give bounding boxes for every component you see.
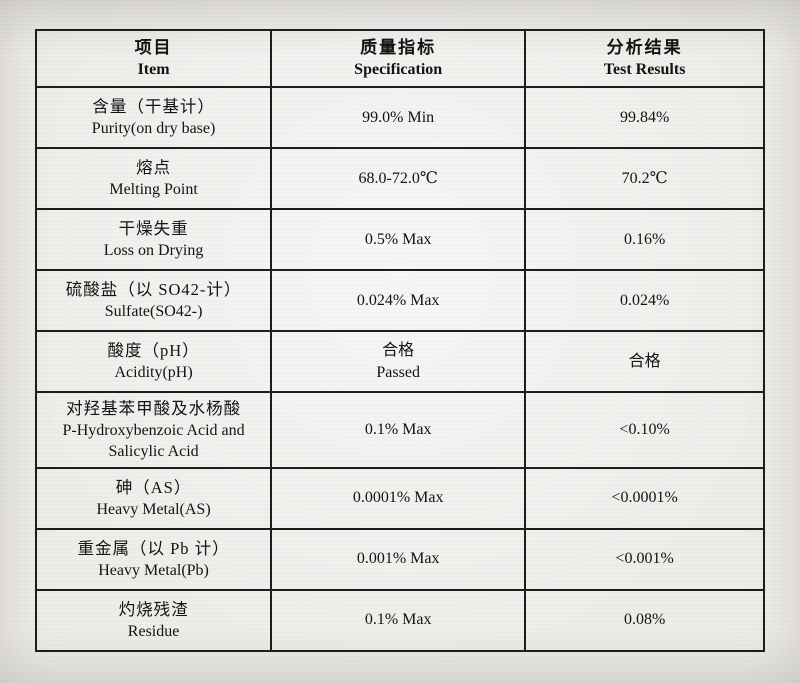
item-name-zh: 对羟基苯甲酸及水杨酸 <box>66 399 242 418</box>
item-name-zh: 硫酸盐（以 SO42-计） <box>65 280 242 300</box>
table-row: 对羟基苯甲酸及水杨酸 P-Hydroxybenzoic Acid and Sal… <box>34 391 765 469</box>
table-row: 砷（AS） Heavy Metal(AS) 0.0001% Max <0.000… <box>34 466 765 530</box>
item-name-en: Heavy Metal(Pb) <box>98 561 209 579</box>
item-name-en: Purity(on dry base) <box>91 120 216 138</box>
result-cell: 70.2℃ <box>524 147 765 210</box>
spec-value: 合格 <box>382 341 415 359</box>
table-row: 干燥失重 Loss on Drying 0.5% Max 0.16% <box>34 208 765 271</box>
result-value: 99.84% <box>619 108 670 126</box>
result-value: 0.16% <box>623 230 666 248</box>
spec-value: 0.5% Max <box>364 230 432 248</box>
spec-cell: 0.0001% Max <box>270 466 527 530</box>
item-name-en: Loss on Drying <box>103 242 204 260</box>
item-name-zh: 重金属（以 Pb 计） <box>77 538 230 558</box>
table-row: 硫酸盐（以 SO42-计） Sulfate(SO42-) 0.024% Max … <box>34 269 765 332</box>
spec-cell: 0.024% Max <box>270 269 527 332</box>
header-item-en: Item <box>137 60 170 78</box>
header-spec-en: Specification <box>354 60 443 78</box>
item-name-en: Residue <box>127 622 180 640</box>
result-value: 合格 <box>628 352 661 370</box>
spec-value: 0.0001% Max <box>352 489 444 507</box>
spec-cell: 0.1% Max <box>270 391 527 469</box>
item-name-zh: 干燥失重 <box>118 219 189 239</box>
spec-cell: 0.1% Max <box>270 588 527 652</box>
header-results-en: Test Results <box>603 60 686 78</box>
spec-value: 68.0-72.0℃ <box>358 169 438 187</box>
item-name-en: Sulfate(SO42-) <box>104 303 203 321</box>
column-header-specification: 质量指标 Specification <box>270 29 527 88</box>
item-cell: 灼烧残渣 Residue <box>34 588 273 652</box>
item-name-en: Heavy Metal(AS) <box>96 500 211 518</box>
item-cell: 硫酸盐（以 SO42-计） Sulfate(SO42-) <box>34 269 273 332</box>
spec-cell: 合格 Passed <box>270 330 527 393</box>
item-name-zh: 灼烧残渣 <box>118 599 189 619</box>
column-header-test-results: 分析结果 Test Results <box>524 29 765 88</box>
spec-cell: 99.0% Min <box>270 86 527 149</box>
result-value: 0.024% <box>619 291 670 309</box>
item-name-zh: 酸度（pH） <box>107 341 200 361</box>
spec-value-line2: Passed <box>376 363 420 381</box>
spec-value: 99.0% Min <box>362 108 435 126</box>
table-row: 酸度（pH） Acidity(pH) 合格 Passed 合格 <box>34 330 765 393</box>
spec-value: 0.001% Max <box>356 550 440 568</box>
header-spec-zh: 质量指标 <box>360 37 437 57</box>
result-value: 70.2℃ <box>621 169 668 187</box>
result-cell: 0.024% <box>524 269 765 332</box>
result-cell: 0.08% <box>524 588 765 652</box>
item-cell: 含量（干基计） Purity(on dry base) <box>34 86 273 149</box>
table-row: 熔点 Melting Point 68.0-72.0℃ 70.2℃ <box>34 147 765 210</box>
result-cell: 合格 <box>524 330 765 393</box>
table-row: 含量（干基计） Purity(on dry base) 99.0% Min 99… <box>34 86 765 149</box>
spec-value: 0.1% Max <box>364 611 432 629</box>
coa-table: 项目 Item 质量指标 Specification 分析结果 Test Res… <box>34 29 765 652</box>
item-name-en: P-Hydroxybenzoic Acid and Salicylic Acid <box>62 421 245 460</box>
item-name-en: Acidity(pH) <box>114 364 193 382</box>
result-cell: <0.0001% <box>524 466 765 530</box>
item-cell: 砷（AS） Heavy Metal(AS) <box>34 466 273 530</box>
item-name-zh: 含量（干基计） <box>92 97 215 117</box>
result-cell: 0.16% <box>524 208 765 271</box>
item-cell: 对羟基苯甲酸及水杨酸 P-Hydroxybenzoic Acid and Sal… <box>34 391 273 469</box>
result-value: <0.0001% <box>611 489 678 507</box>
spec-cell: 0.5% Max <box>270 208 527 271</box>
header-item-zh: 项目 <box>134 37 173 57</box>
item-cell: 酸度（pH） Acidity(pH) <box>34 330 273 393</box>
column-header-item: 项目 Item <box>34 29 273 88</box>
item-name-en: Melting Point <box>109 181 198 199</box>
table-row: 灼烧残渣 Residue 0.1% Max 0.08% <box>34 588 765 652</box>
item-name-zh: 砷（AS） <box>115 477 192 497</box>
item-cell: 熔点 Melting Point <box>34 147 273 210</box>
result-cell: <0.001% <box>524 527 765 591</box>
spec-cell: 68.0-72.0℃ <box>270 147 527 210</box>
table-header-row: 项目 Item 质量指标 Specification 分析结果 Test Res… <box>34 29 765 88</box>
item-name-zh: 熔点 <box>136 158 172 178</box>
table-row: 重金属（以 Pb 计） Heavy Metal(Pb) 0.001% Max <… <box>34 527 765 591</box>
result-value: 0.08% <box>623 611 666 629</box>
item-cell: 重金属（以 Pb 计） Heavy Metal(Pb) <box>34 527 273 591</box>
result-cell: 99.84% <box>524 86 765 149</box>
result-value: <0.10% <box>619 420 670 438</box>
result-cell: <0.10% <box>524 391 765 469</box>
result-value: <0.001% <box>615 550 674 568</box>
header-results-zh: 分析结果 <box>606 37 683 57</box>
item-cell: 干燥失重 Loss on Drying <box>34 208 273 271</box>
spec-cell: 0.001% Max <box>270 527 527 591</box>
spec-value: 0.024% Max <box>356 291 440 309</box>
spec-value: 0.1% Max <box>364 420 432 438</box>
